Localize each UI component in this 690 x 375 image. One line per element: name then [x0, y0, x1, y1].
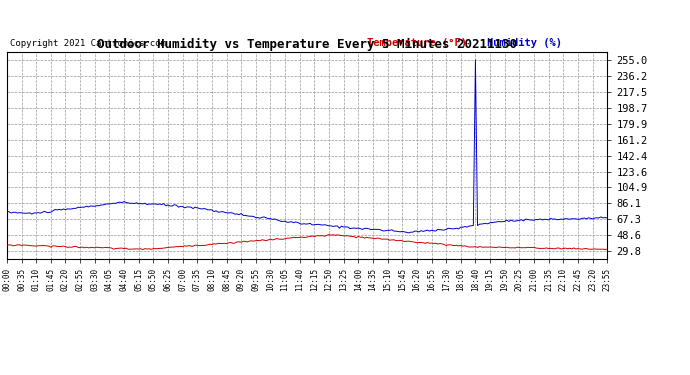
Title: Outdoor Humidity vs Temperature Every 5 Minutes 20211130: Outdoor Humidity vs Temperature Every 5 … — [97, 38, 517, 51]
Text: Copyright 2021 Cartronics.com: Copyright 2021 Cartronics.com — [10, 39, 166, 48]
Text: Humidity (%): Humidity (%) — [487, 38, 562, 48]
Text: Temperature (°F): Temperature (°F) — [367, 38, 467, 48]
